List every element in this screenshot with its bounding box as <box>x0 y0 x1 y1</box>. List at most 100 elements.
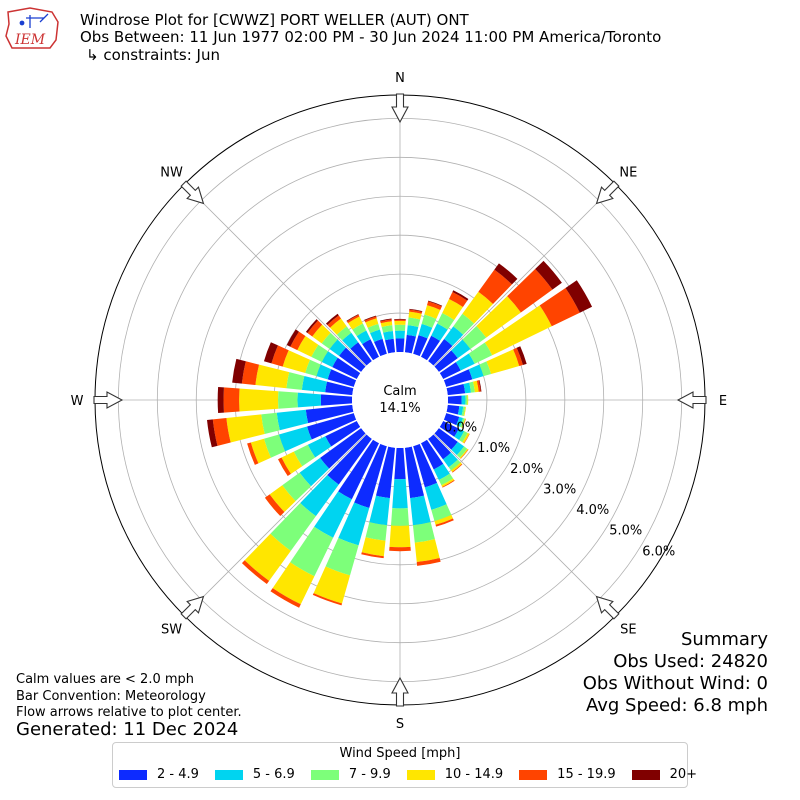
calm-label: Calm <box>383 384 416 399</box>
wind-bar-segment <box>438 473 454 486</box>
wind-bar-segment <box>314 491 352 538</box>
wind-bar-segment <box>354 443 387 508</box>
legend-item: 7 - 9.9 <box>310 767 391 782</box>
wind-bar-segment <box>286 329 299 347</box>
wind-bar-segment <box>450 462 462 473</box>
legend-label: 2 - 4.9 <box>157 767 199 782</box>
wind-bar-segment <box>270 502 316 551</box>
wind-bar-segment <box>297 392 322 408</box>
wind-bar-segment <box>282 472 312 502</box>
wind-bar-segment <box>433 463 450 480</box>
grid-ring <box>156 156 644 644</box>
wind-bar-segment <box>465 395 468 405</box>
wind-bar-segment <box>270 588 301 608</box>
wind-bar-segment <box>278 391 298 409</box>
wind-bar-segment <box>461 418 466 428</box>
wind-bar-segment <box>468 364 484 380</box>
wind-bar-segment <box>394 319 406 322</box>
wind-bar-segment <box>300 475 339 517</box>
flow-arrow-icon <box>595 180 620 205</box>
legend: Wind Speed [mph] 2 - 4.9 5 - 6.9 7 - 9.9 10… <box>112 742 697 788</box>
wind-bar-segment <box>451 441 465 456</box>
wind-bar-segment <box>316 364 332 380</box>
grid-spoke <box>184 184 367 367</box>
wind-bar-segment <box>212 417 231 446</box>
wind-bar-segment <box>486 349 520 375</box>
wind-bar-segment <box>305 359 321 377</box>
wind-bar-segment <box>290 526 334 577</box>
wind-bar-segment <box>327 315 342 328</box>
wind-bar-segment <box>293 444 316 467</box>
summary-title: Summary <box>681 629 768 650</box>
wind-bar-segment <box>395 338 405 353</box>
wind-bar-segment <box>365 318 379 328</box>
wind-bar-segment <box>431 323 448 341</box>
wind-bar-segment <box>392 478 408 509</box>
wind-bar-segment <box>365 522 388 541</box>
direction-label: NE <box>619 166 637 181</box>
wind-bar-segment <box>223 387 240 413</box>
wind-bar-segment <box>409 309 423 314</box>
wind-bar-segment <box>455 353 475 371</box>
wind-bar-segment <box>232 358 246 384</box>
legend-swatch <box>519 769 548 780</box>
direction-label: S <box>396 717 404 732</box>
wind-bar-segment <box>332 357 361 380</box>
radial-tick-label: 2.0% <box>510 462 543 477</box>
wind-bar-segment <box>414 539 440 563</box>
wind-bar-segment <box>404 446 425 499</box>
wind-bar-segment <box>207 419 218 448</box>
wind-bar-segment <box>369 495 390 526</box>
wind-bars <box>207 260 593 608</box>
wind-bar-segment <box>409 308 423 312</box>
wind-bar-segment <box>362 339 380 361</box>
radial-tick-label: 0.0% <box>444 421 477 436</box>
wind-bar-segment <box>472 380 479 393</box>
radial-tick-label: 5.0% <box>609 524 642 539</box>
wind-bar-segment <box>434 428 458 450</box>
wind-bar-segment <box>444 326 464 346</box>
wind-bar-segment <box>278 426 312 452</box>
direction-label: W <box>71 394 84 409</box>
wind-bar-segment <box>462 325 487 350</box>
wind-bar-segment <box>535 260 562 290</box>
wind-bar-segment <box>338 502 370 546</box>
wind-bar-segment <box>325 420 361 447</box>
legend-label: 15 - 19.9 <box>557 767 616 782</box>
radial-tick-label: 1.0% <box>477 441 510 456</box>
wind-bar-segment <box>442 480 455 488</box>
radial-tick-label: 4.0% <box>576 503 609 518</box>
wind-bar-segment <box>448 459 461 471</box>
direction-label: N <box>395 71 405 86</box>
wind-bar-segment <box>226 414 265 443</box>
wind-bar-segment <box>241 361 260 386</box>
wind-bar-segment <box>410 495 431 526</box>
wind-bar-segment <box>244 533 291 581</box>
wind-bar-segment <box>408 311 422 320</box>
legend-swatch <box>310 769 339 780</box>
wind-bar-segment <box>320 428 366 469</box>
wind-bar-segment <box>457 406 464 416</box>
wind-bar-segment <box>460 449 469 459</box>
wind-bar-segment <box>406 325 419 337</box>
wind-bar-segment <box>394 320 406 325</box>
wind-bar-segment <box>299 457 330 487</box>
wind-bar-segment <box>420 335 441 361</box>
wind-bar-segment <box>416 557 441 566</box>
wind-bar-segment <box>456 446 468 458</box>
wind-bar-segment <box>325 313 339 325</box>
wind-bar-segment <box>364 316 377 323</box>
wind-bar-segment <box>342 332 359 349</box>
wind-bar-segment <box>441 478 455 487</box>
wind-bar-segment <box>263 342 278 364</box>
legend-swatch <box>119 769 147 780</box>
iem-logo: IEM <box>5 7 59 49</box>
logo-text: IEM <box>14 32 46 48</box>
wind-bar-segment <box>311 344 329 363</box>
wind-bar-segment <box>463 406 466 417</box>
flow-arrows-note: Flow arrows relative to plot center. <box>16 705 242 720</box>
wind-bar-segment <box>443 369 473 387</box>
wind-bar-segment <box>459 431 468 443</box>
wind-bar-segment <box>380 318 392 322</box>
wind-bar-segment <box>434 350 458 372</box>
